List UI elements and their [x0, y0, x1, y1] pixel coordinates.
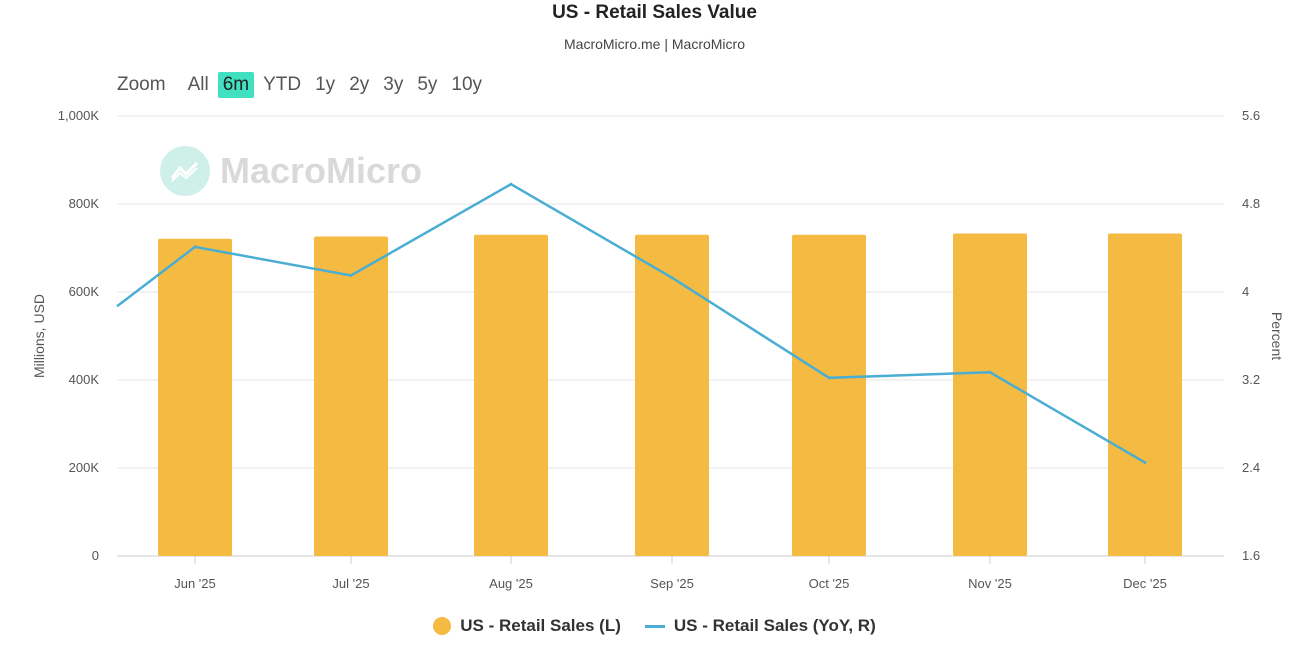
left-axis-title: Millions, USD [31, 294, 47, 378]
zoom-6m-button[interactable]: 6m [217, 72, 255, 98]
line-point [1143, 461, 1147, 464]
left-axis-tick-label: 600K [69, 284, 100, 299]
x-axis-tick-label: Jul '25 [332, 576, 369, 591]
zoom-10y-button[interactable]: 10y [451, 74, 483, 95]
left-axis-tick-label: 0 [92, 548, 99, 563]
bar [158, 238, 232, 556]
right-axis-tick-label: 2.4 [1242, 460, 1260, 475]
left-axis-tick-label: 400K [69, 372, 100, 387]
zoom-3y-button[interactable]: 3y [383, 74, 404, 95]
legend-label-retail-sales-yoy: US - Retail Sales (YoY, R) [673, 616, 876, 635]
right-axis-tick-label: 3.2 [1242, 372, 1260, 387]
bar [314, 236, 388, 556]
chart-plot: 0 200K 400K 600K 800K 1,000K 1.6 2.4 3.2 4 4.8 5.6… [31, 108, 1285, 591]
left-axis-tick-label: 800K [69, 196, 100, 211]
right-axis-tick-label: 5.6 [1242, 108, 1260, 123]
right-axis-tick-label: 1.6 [1242, 548, 1260, 563]
chart-title: US - Retail Sales Value [552, 2, 757, 23]
legend-item-retail-sales-yoy[interactable]: US - Retail Sales (YoY, R) [644, 616, 876, 636]
zoom-2y-button[interactable]: 2y [349, 74, 370, 95]
watermark: MacroMicro [160, 146, 422, 196]
line-series [116, 182, 1147, 464]
zoom-label: Zoom [117, 74, 166, 95]
bar [953, 233, 1027, 557]
left-axis-tick-label: 1,000K [58, 108, 100, 123]
legend-bar-marker-icon [433, 617, 452, 635]
zoom-1y-button[interactable]: 1y [315, 74, 336, 95]
bar-series [158, 233, 1182, 557]
zoom-bar: Zoom All 6m YTD 1y 2y 3y 5y 10y [112, 72, 491, 98]
x-axis-tick-label: Dec '25 [1123, 576, 1167, 591]
bar [474, 234, 548, 557]
legend: US - Retail Sales (L) US - Retail Sales … [0, 616, 1309, 636]
left-axis-ticks: 0 200K 400K 600K 800K 1,000K [58, 108, 100, 563]
x-axis-ticks: Jun '25 Jul '25 Aug '25 Sep '25 Oct '25 Nov '… [174, 556, 1167, 591]
zoom-5y-button[interactable]: 5y [417, 74, 438, 95]
x-axis-tick-label: Sep '25 [650, 576, 694, 591]
legend-label-retail-sales: US - Retail Sales (L) [460, 616, 621, 635]
x-axis-tick-label: Jun '25 [174, 576, 216, 591]
chart-subtitle: MacroMicro.me | MacroMicro [564, 36, 745, 52]
right-axis-ticks: 1.6 2.4 3.2 4 4.8 5.6 [1242, 108, 1260, 563]
macromicro-logo-icon [160, 146, 210, 196]
x-axis-tick-label: Oct '25 [809, 576, 850, 591]
x-axis-tick-label: Aug '25 [489, 576, 533, 591]
bar [792, 234, 866, 557]
x-axis-tick-label: Nov '25 [968, 576, 1012, 591]
legend-line-marker-icon [644, 624, 665, 628]
bar [1108, 233, 1182, 557]
zoom-ytd-button[interactable]: YTD [263, 74, 302, 95]
line-point [988, 370, 992, 374]
line-point [509, 182, 513, 186]
left-axis-tick-label: 200K [69, 460, 100, 475]
right-axis-tick-label: 4 [1242, 284, 1249, 299]
line-path [116, 182, 1146, 464]
right-axis-title: Percent [1269, 312, 1285, 360]
line-point [349, 274, 353, 277]
line-point [827, 376, 831, 380]
bar [635, 234, 709, 557]
right-axis-tick-label: 4.8 [1242, 196, 1260, 211]
legend-item-retail-sales[interactable]: US - Retail Sales (L) [433, 616, 621, 636]
line-point [670, 276, 674, 280]
zoom-all-button[interactable]: All [187, 74, 209, 95]
line-point [193, 245, 197, 249]
watermark-text: MacroMicro [220, 150, 423, 191]
